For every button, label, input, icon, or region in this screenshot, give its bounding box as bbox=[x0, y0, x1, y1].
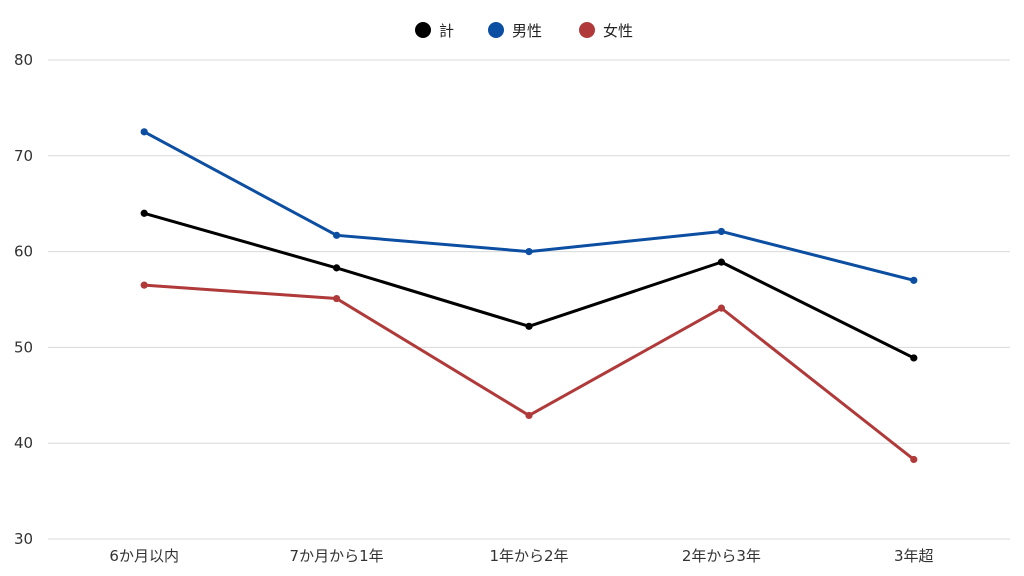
series-2 bbox=[140, 281, 918, 464]
data-point bbox=[525, 322, 533, 330]
y-axis-ticks: 30 40 50 60 70 80 bbox=[14, 51, 33, 548]
data-point bbox=[910, 455, 918, 464]
data-point bbox=[525, 411, 533, 420]
data-point bbox=[717, 227, 726, 236]
y-tick-label: 80 bbox=[14, 51, 33, 69]
data-point bbox=[525, 248, 533, 256]
x-tick-label: 7か月から1年 bbox=[290, 547, 384, 565]
legend-marker bbox=[579, 22, 595, 38]
y-tick-label: 40 bbox=[14, 434, 33, 452]
series-0 bbox=[140, 209, 918, 362]
legend-item: 男性 bbox=[488, 22, 542, 40]
series-line bbox=[142, 283, 916, 461]
x-tick-label: 6か月以内 bbox=[109, 547, 179, 565]
legend: 計 男性 女性 bbox=[415, 22, 633, 40]
data-point bbox=[717, 304, 726, 312]
data-point bbox=[910, 354, 918, 362]
x-axis-ticks: 6か月以内 7か月から1年 1年から2年 2年から3年 3年超 bbox=[109, 547, 933, 565]
series-line bbox=[142, 211, 916, 360]
series-1 bbox=[140, 128, 918, 284]
legend-label: 男性 bbox=[512, 22, 542, 40]
series-layer bbox=[140, 128, 918, 464]
series-line bbox=[142, 130, 916, 282]
data-point bbox=[333, 231, 341, 239]
legend-label: 計 bbox=[439, 22, 454, 40]
legend-item: 計 bbox=[415, 22, 454, 40]
legend-item: 女性 bbox=[579, 22, 633, 40]
y-tick-label: 50 bbox=[14, 338, 33, 356]
data-point bbox=[140, 281, 148, 289]
y-tick-label: 30 bbox=[14, 530, 33, 548]
x-tick-label: 3年超 bbox=[894, 547, 934, 565]
legend-marker bbox=[488, 22, 504, 38]
data-point bbox=[717, 258, 726, 266]
legend-label: 女性 bbox=[603, 22, 633, 40]
data-point bbox=[910, 276, 918, 284]
x-tick-label: 1年から2年 bbox=[489, 547, 568, 565]
y-tick-label: 60 bbox=[14, 243, 33, 261]
x-tick-label: 2年から3年 bbox=[682, 547, 761, 565]
data-point bbox=[140, 128, 148, 136]
data-point bbox=[333, 264, 341, 272]
y-tick-label: 70 bbox=[14, 147, 33, 165]
data-point bbox=[333, 294, 341, 303]
data-point bbox=[140, 209, 148, 217]
grid-layer bbox=[48, 59, 1010, 540]
legend-marker bbox=[415, 22, 431, 38]
